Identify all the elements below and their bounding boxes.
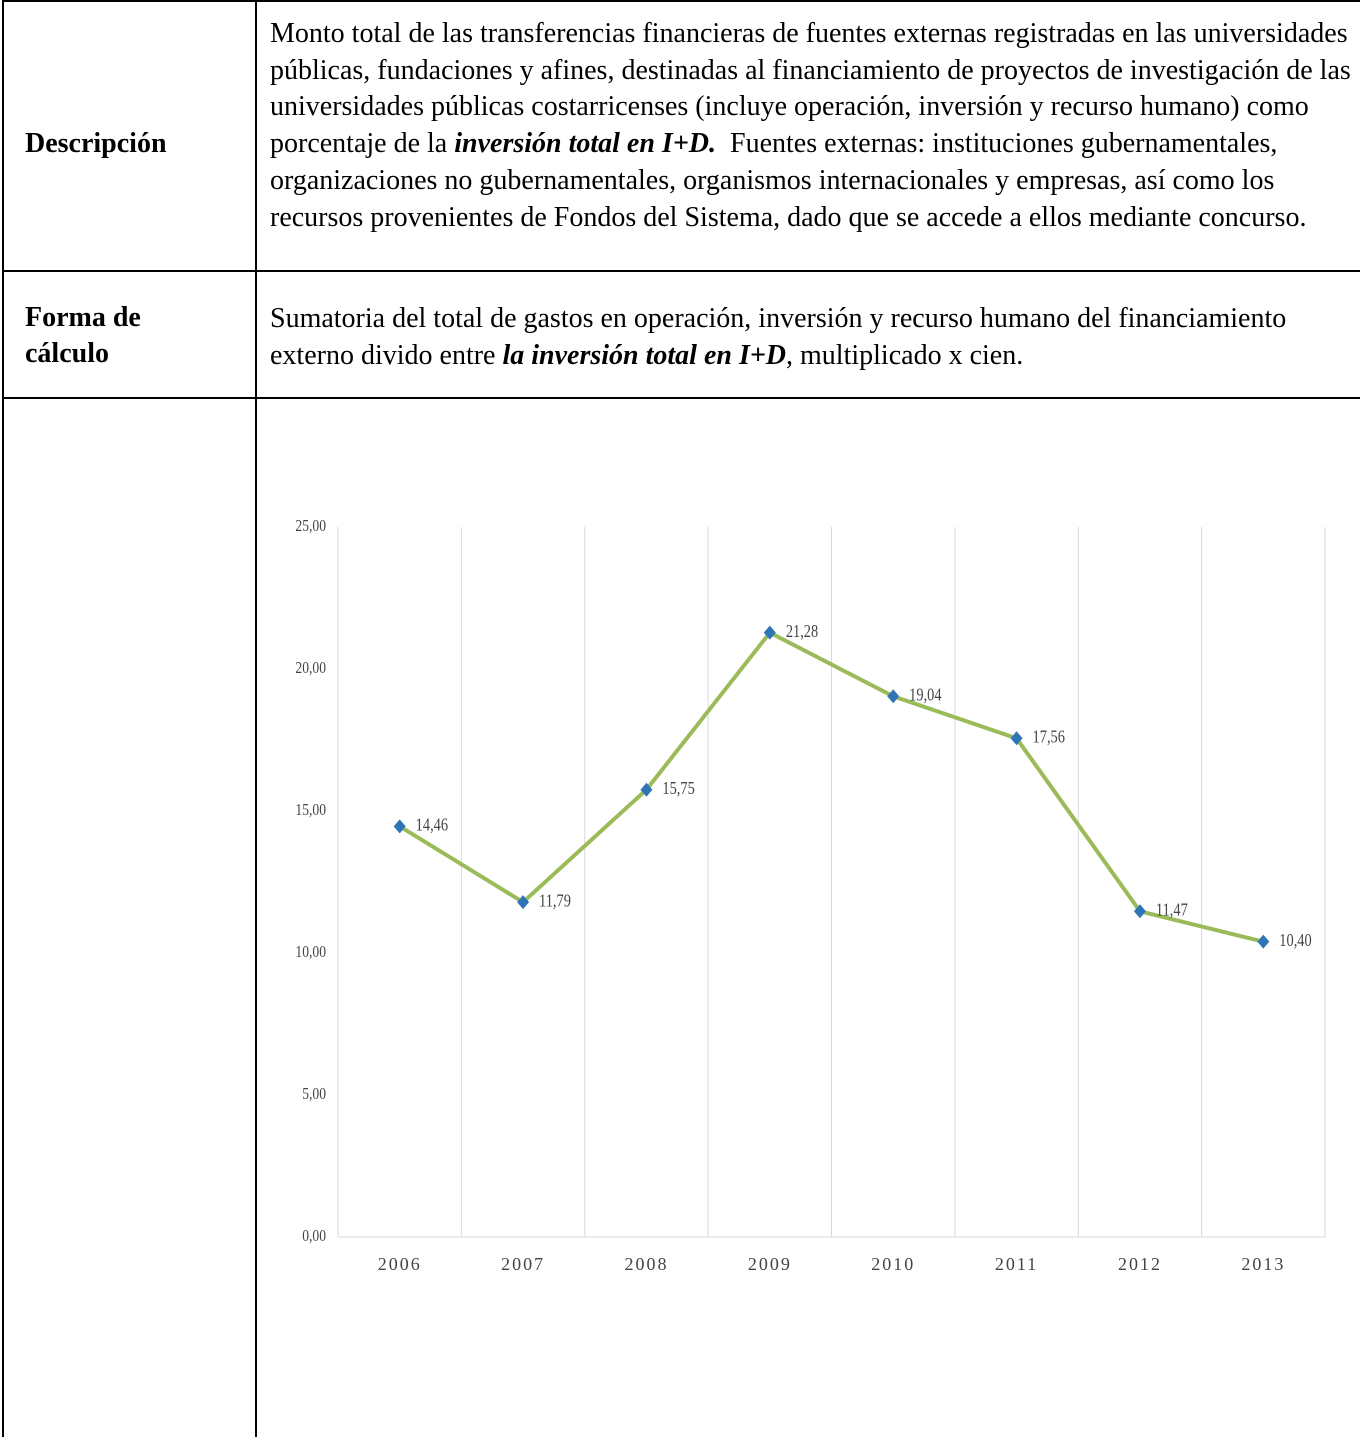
data-marker — [640, 782, 653, 797]
data-marker — [1133, 904, 1146, 919]
table-border — [2, 0, 1360, 2]
x-tick-label: 2010 — [871, 1254, 915, 1274]
data-line — [398, 630, 1264, 944]
data-marker — [1010, 731, 1023, 746]
text-segment: la inversión total en I+D — [502, 339, 787, 371]
data-marker — [517, 895, 530, 910]
x-tick-label: 2009 — [748, 1254, 792, 1274]
table-border — [2, 270, 1360, 272]
data-label: 21,28 — [786, 620, 818, 641]
x-tick-label: 2012 — [1118, 1254, 1162, 1274]
row-label: Descripción — [25, 128, 167, 159]
data-label: 17,56 — [1033, 726, 1065, 747]
y-tick-label: 25,00 — [295, 517, 326, 536]
chart: 0,00 5,00 10,00 15,00 20,00 25,00 2006 2007 2008… — [295, 517, 1326, 1274]
x-tick-label: 2011 — [995, 1254, 1038, 1274]
data-label: 10,40 — [1279, 929, 1311, 950]
y-tick-label: 5,00 — [302, 1085, 326, 1104]
data-label: 14,46 — [416, 814, 448, 835]
data-marker — [393, 819, 406, 834]
data-label: 15,75 — [662, 777, 694, 798]
text-segment: Monto total de las transferencias financ… — [270, 18, 1358, 160]
table-border — [255, 0, 257, 1437]
y-tick-label: 20,00 — [295, 659, 326, 678]
text-segment: , multiplicado x cien. — [786, 339, 1024, 371]
x-tick-label: 2007 — [501, 1254, 545, 1274]
data-marker — [1257, 934, 1270, 949]
text-segment: Fuentes externas: instituciones gubernam… — [270, 128, 1307, 233]
data-marker — [887, 689, 900, 704]
row-text: Sumatoria del total de gastos en operaci… — [270, 301, 1358, 374]
row-label: Forma de cálculo — [25, 302, 141, 369]
data-label: 19,04 — [909, 684, 941, 705]
table-border — [2, 397, 1360, 399]
text-segment: Sumatoria del total de gastos en operaci… — [270, 303, 1294, 371]
y-tick-label: 15,00 — [295, 801, 326, 820]
x-tick-label: 2006 — [378, 1254, 422, 1274]
y-tick-label: 0,00 — [302, 1227, 326, 1246]
data-label: 11,79 — [539, 890, 571, 911]
y-tick-label: 10,00 — [295, 943, 326, 962]
table-border — [2, 0, 4, 1437]
row-text: Monto total de las transferencias financ… — [270, 16, 1358, 236]
text-segment: inversión total en I+D. — [454, 128, 716, 160]
data-marker — [763, 625, 776, 640]
x-tick-label: 2008 — [624, 1254, 668, 1274]
data-label: 11,47 — [1156, 899, 1188, 920]
x-tick-label: 2013 — [1241, 1254, 1285, 1274]
